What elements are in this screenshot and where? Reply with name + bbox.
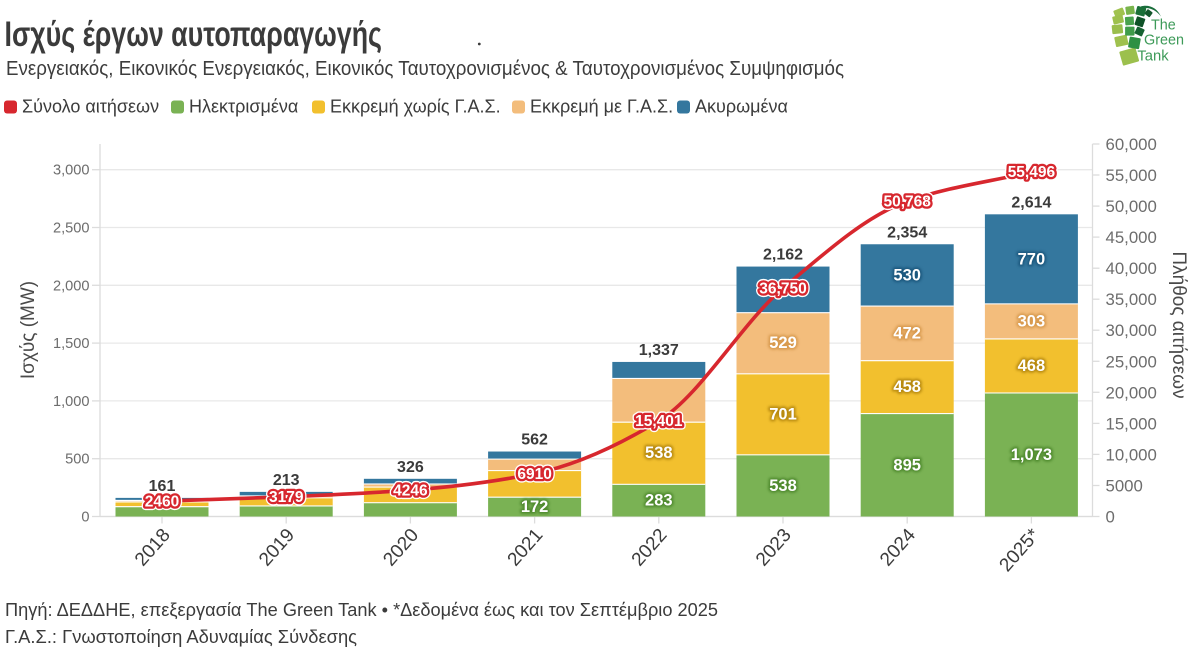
svg-text:2,162: 2,162	[763, 247, 803, 264]
svg-text:895: 895	[893, 456, 921, 474]
svg-text:2460: 2460	[145, 493, 179, 510]
svg-text:55,496: 55,496	[1008, 164, 1056, 181]
svg-text:Εκκρεμή με Γ.Α.Σ.: Εκκρεμή με Γ.Α.Σ.	[530, 97, 673, 117]
svg-text:562: 562	[521, 432, 548, 449]
svg-text:Ενεργειακός, Εικονικός Ενεργει: Ενεργειακός, Εικονικός Ενεργειακός, Εικο…	[6, 58, 844, 80]
svg-text:529: 529	[769, 334, 797, 352]
svg-text:213: 213	[273, 472, 300, 489]
svg-text:6910: 6910	[517, 466, 551, 483]
svg-text:172: 172	[521, 498, 549, 516]
svg-text:The: The	[1151, 18, 1176, 34]
svg-text:4246: 4246	[393, 482, 428, 499]
svg-text:Πηγή: ΔΕΔΔΗΕ, επεξεργασία The: Πηγή: ΔΕΔΔΗΕ, επεξεργασία The Green Tank…	[5, 600, 718, 620]
svg-text:472: 472	[893, 324, 921, 342]
svg-text:10,000: 10,000	[1106, 445, 1157, 464]
svg-text:0: 0	[1106, 508, 1115, 527]
svg-text:60,000: 60,000	[1106, 135, 1157, 154]
svg-text:538: 538	[645, 444, 673, 462]
svg-text:2,614: 2,614	[1011, 194, 1051, 211]
svg-text:303: 303	[1018, 312, 1046, 330]
svg-text:2,000: 2,000	[53, 278, 90, 294]
svg-text:468: 468	[1018, 357, 1046, 375]
svg-text:701: 701	[769, 405, 797, 423]
svg-text:530: 530	[893, 266, 921, 284]
svg-text:35,000: 35,000	[1106, 290, 1157, 309]
svg-text:2,354: 2,354	[887, 224, 927, 241]
svg-text:4246: 4246	[393, 482, 428, 499]
svg-text:15,401: 15,401	[635, 413, 683, 430]
svg-text:1,073: 1,073	[1011, 446, 1052, 464]
svg-text:15,401: 15,401	[635, 413, 683, 430]
svg-text:770: 770	[1018, 250, 1046, 268]
svg-text:Ισχύς έργων αυτοπαραγωγής: Ισχύς έργων αυτοπαραγωγής	[5, 14, 383, 54]
svg-text:1,500: 1,500	[53, 336, 90, 352]
svg-text:1,073: 1,073	[1011, 446, 1052, 464]
svg-text:1,000: 1,000	[53, 394, 90, 410]
svg-text:25,000: 25,000	[1106, 352, 1157, 371]
svg-text:458: 458	[893, 378, 921, 396]
svg-text:4246: 4246	[393, 482, 428, 499]
svg-text:50,768: 50,768	[883, 194, 931, 211]
svg-text:55,000: 55,000	[1106, 166, 1157, 185]
svg-text:36,750: 36,750	[759, 281, 806, 298]
svg-text:326: 326	[397, 459, 424, 476]
svg-text:468: 468	[1018, 357, 1046, 375]
svg-text:701: 701	[769, 405, 797, 423]
svg-text:2,500: 2,500	[53, 221, 90, 237]
svg-text:Εκκρεμή χωρίς Γ.Α.Σ.: Εκκρεμή χωρίς Γ.Α.Σ.	[330, 97, 501, 117]
svg-text:50,768: 50,768	[883, 194, 931, 211]
svg-text:538: 538	[645, 444, 673, 462]
svg-text:36,750: 36,750	[759, 281, 806, 298]
svg-text:5000: 5000	[1106, 477, 1143, 496]
svg-text:1,337: 1,337	[639, 342, 679, 359]
svg-text:15,000: 15,000	[1106, 414, 1157, 433]
svg-text:0: 0	[81, 510, 89, 526]
svg-text:15,401: 15,401	[635, 413, 683, 430]
svg-text:Ισχύς (MW): Ισχύς (MW)	[18, 281, 39, 379]
svg-text:6910: 6910	[517, 466, 551, 483]
svg-text:3179: 3179	[269, 489, 304, 506]
svg-text:172: 172	[521, 498, 549, 516]
svg-text:50,768: 50,768	[883, 194, 931, 211]
svg-text:6910: 6910	[517, 466, 551, 483]
svg-text:Ακυρωμένα: Ακυρωμένα	[695, 97, 788, 117]
svg-text:303: 303	[1018, 312, 1046, 330]
svg-text:3179: 3179	[269, 489, 304, 506]
svg-text:3,000: 3,000	[53, 163, 90, 179]
svg-text:529: 529	[769, 334, 797, 352]
svg-text:161: 161	[149, 478, 176, 495]
svg-text:Green: Green	[1144, 33, 1184, 49]
svg-text:30,000: 30,000	[1106, 321, 1157, 340]
svg-text:3179: 3179	[269, 489, 304, 506]
svg-text:895: 895	[893, 456, 921, 474]
svg-text:770: 770	[1018, 250, 1046, 268]
svg-text:40,000: 40,000	[1106, 259, 1157, 278]
svg-text:Ηλεκτρισμένα: Ηλεκτρισμένα	[189, 97, 298, 117]
svg-text:Σύνολο αιτήσεων: Σύνολο αιτήσεων	[22, 97, 159, 117]
svg-text:472: 472	[893, 324, 921, 342]
svg-text:2460: 2460	[145, 493, 179, 510]
svg-text:Γ.Α.Σ.: Γνωστοποίηση Αδυναμίας: Γ.Α.Σ.: Γνωστοποίηση Αδυναμίας Σύνδεσης	[5, 627, 357, 647]
svg-text:458: 458	[893, 378, 921, 396]
svg-text:538: 538	[769, 477, 797, 495]
svg-text:2460: 2460	[145, 493, 179, 510]
svg-text:36,750: 36,750	[759, 281, 806, 298]
svg-text:50,000: 50,000	[1106, 197, 1157, 216]
svg-text:Tank: Tank	[1137, 49, 1169, 65]
svg-text:530: 530	[893, 266, 921, 284]
svg-text:500: 500	[65, 452, 89, 468]
svg-text:283: 283	[645, 492, 673, 510]
svg-text:45,000: 45,000	[1106, 228, 1157, 247]
svg-text:Πλήθος αιτήσεων: Πλήθος αιτήσεων	[1168, 251, 1189, 398]
svg-text:55,496: 55,496	[1008, 164, 1056, 181]
svg-text:283: 283	[645, 492, 673, 510]
svg-text:55,496: 55,496	[1008, 164, 1056, 181]
svg-text:538: 538	[769, 477, 797, 495]
svg-text:20,000: 20,000	[1106, 383, 1157, 402]
